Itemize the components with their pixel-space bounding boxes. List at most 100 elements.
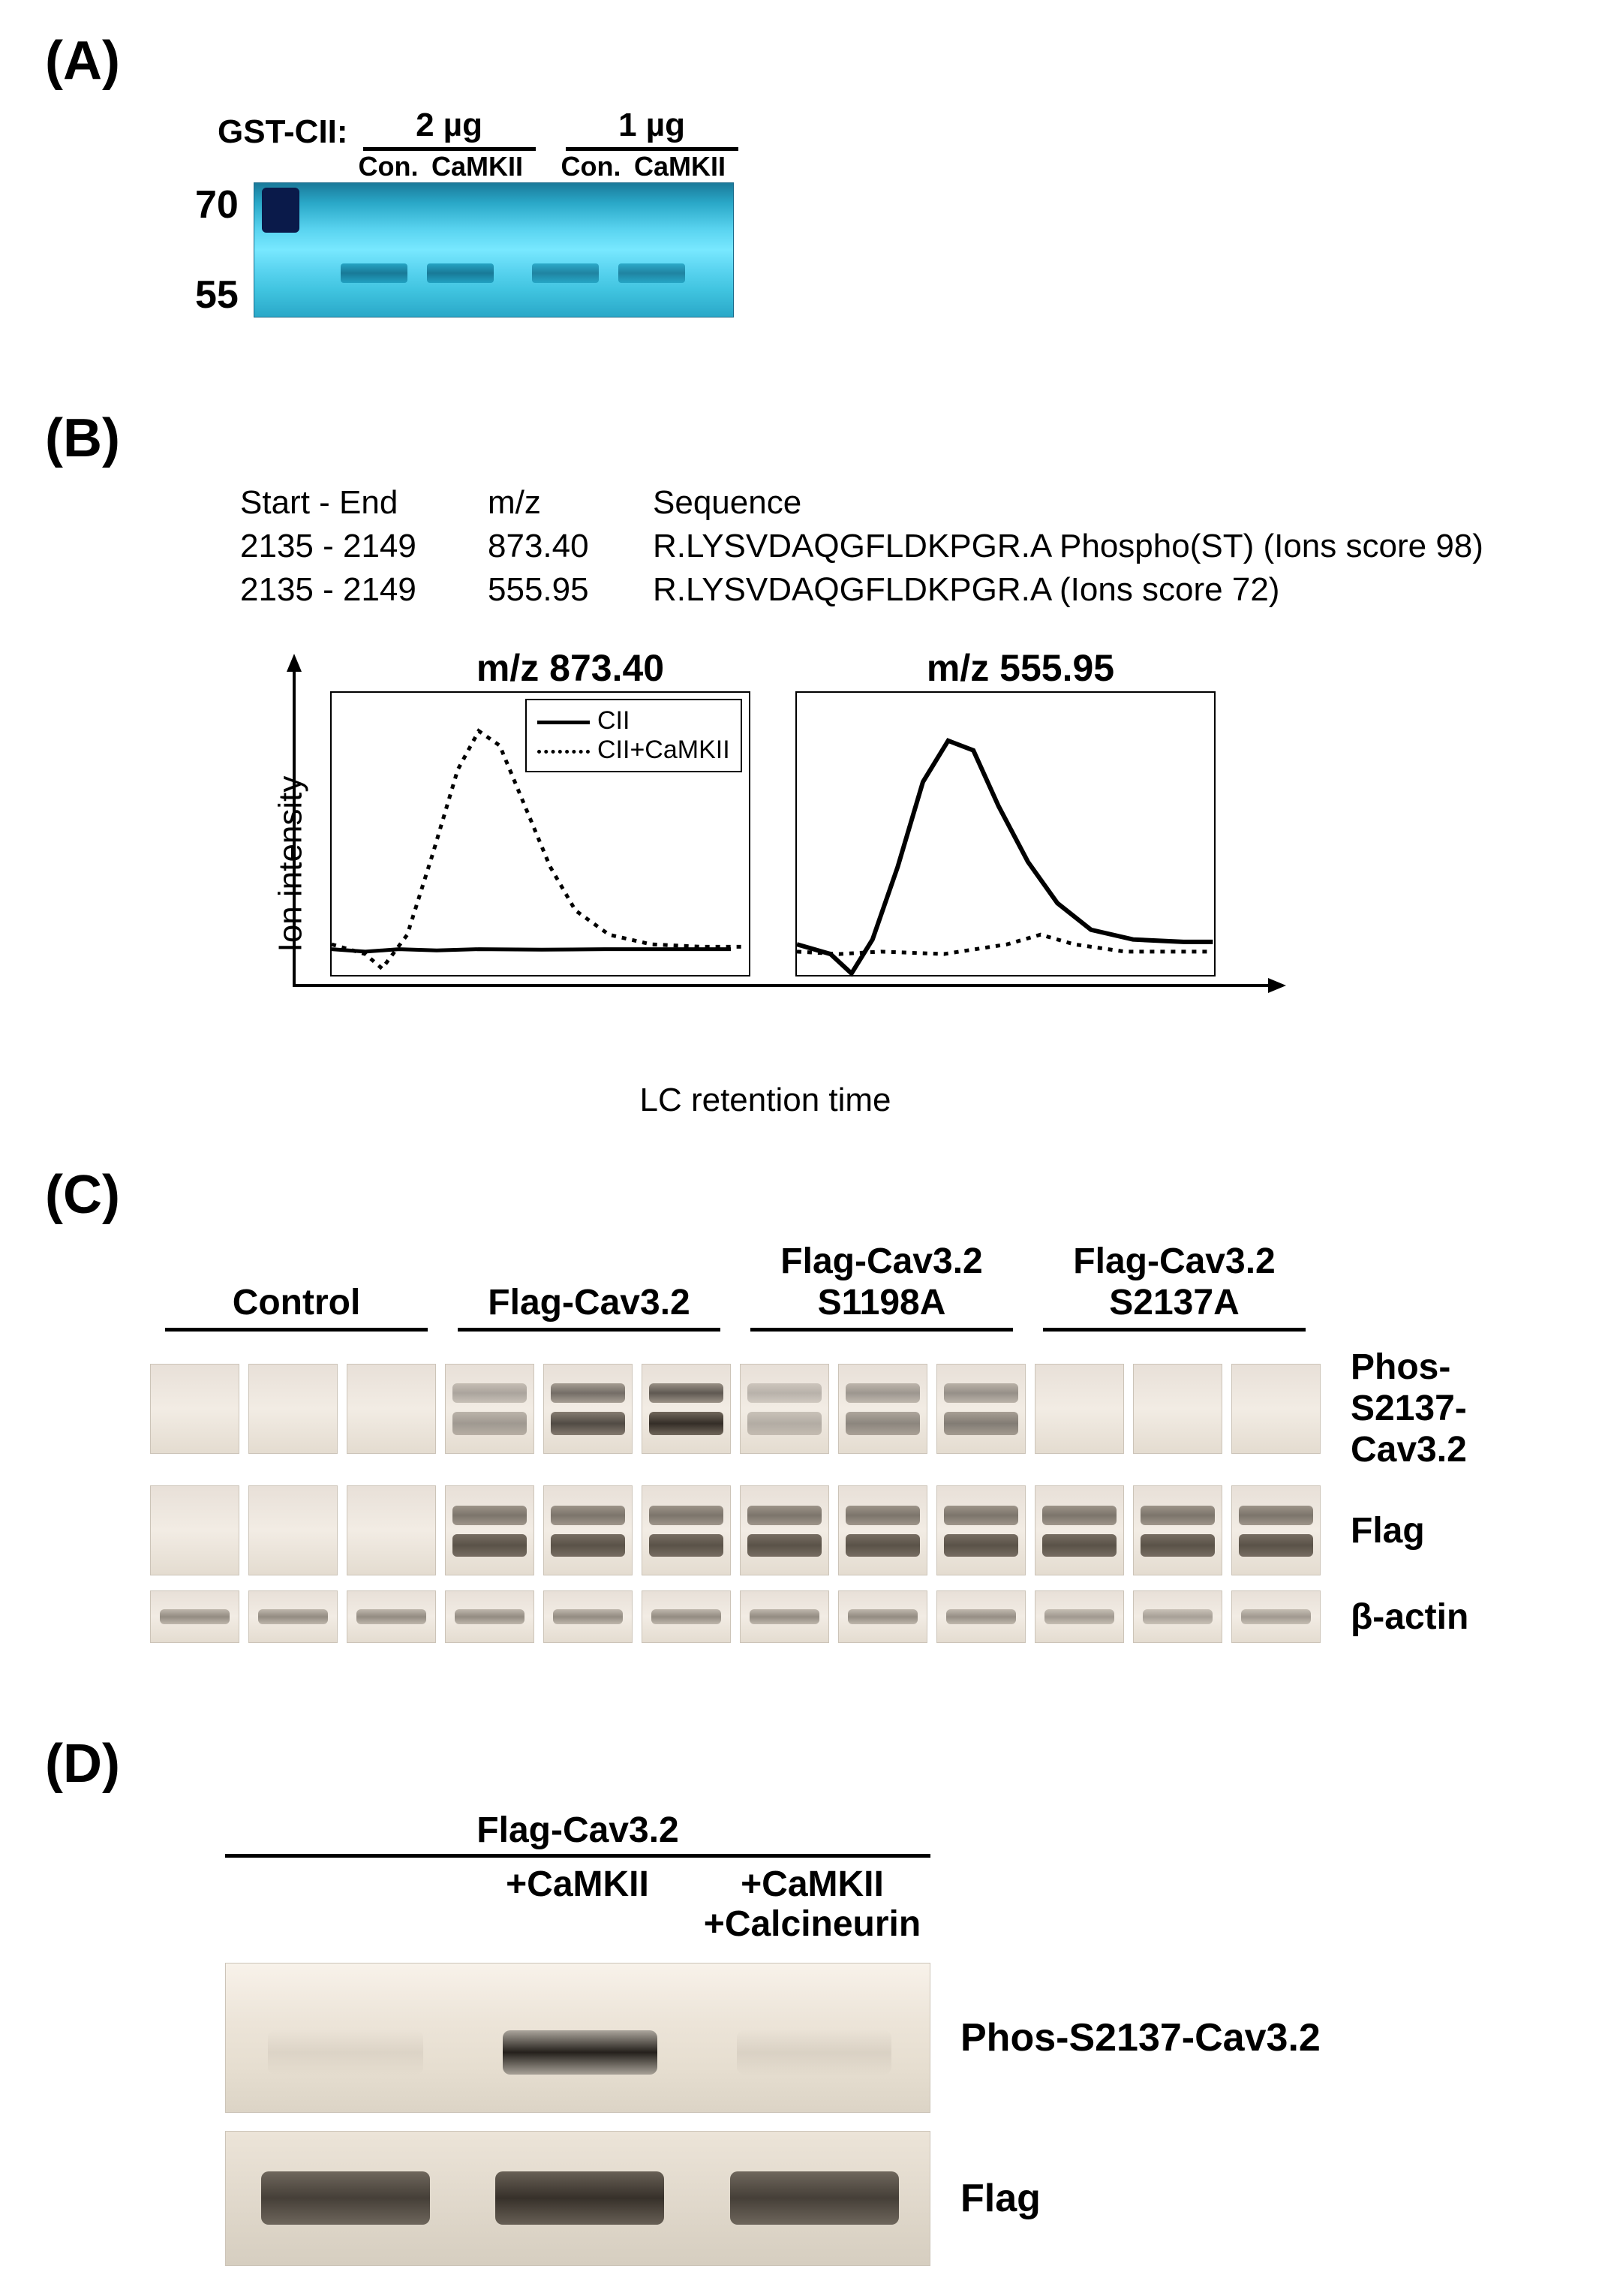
lane-label: CaMKII: [634, 151, 720, 182]
mw-70: 70: [195, 182, 239, 227]
dose-label-1: 2 µg: [416, 107, 482, 144]
gel-band: [427, 263, 494, 283]
blot-lane: [248, 1590, 338, 1643]
gel-band: [618, 263, 685, 283]
blot-lane: [1231, 1485, 1321, 1575]
gel-a-image: [254, 182, 734, 317]
blot-actin-row: β-actin: [45, 1590, 1560, 1643]
blot-lane: [1035, 1485, 1124, 1575]
blot-lane: [347, 1485, 436, 1575]
blot-d-flag: [225, 2131, 930, 2266]
group-label: Control: [150, 1241, 443, 1332]
panel-d-label: (D): [45, 1733, 1560, 1795]
blot-lane: [838, 1364, 927, 1454]
panel-d-title: Flag-Cav3.2: [225, 1810, 930, 1851]
legend-dashed-icon: [537, 750, 590, 754]
row-label: Flag: [960, 2176, 1041, 2221]
blot-lane: [248, 1364, 338, 1454]
blot-lane: [838, 1590, 927, 1643]
legend-label: CII+CaMKII: [597, 736, 730, 764]
gel-a-lane-labels: Con. CaMKII Con. CaMKII: [345, 151, 1560, 182]
blot-lane: [1133, 1590, 1222, 1643]
cell-mz: 555.95: [488, 571, 653, 609]
legend-item: CII: [537, 706, 730, 736]
gel-a-dose-row: GST-CII: 2 µg 1 µg: [218, 107, 1560, 151]
cond-label: [225, 1865, 460, 1945]
mw-55: 55: [195, 272, 239, 317]
x-axis-line: [293, 984, 1268, 987]
arrowhead-right-icon: [1268, 978, 1286, 993]
blot-lane: [642, 1364, 731, 1454]
blot-lane: [1035, 1364, 1124, 1454]
group-label: Flag-Cav3.2 S2137A: [1028, 1241, 1321, 1332]
panel-b-label: (B): [45, 408, 1560, 469]
blot-lane: [740, 1590, 829, 1643]
gel-band: [341, 263, 407, 283]
cell-seq: R.LYSVDAQGFLDKPGR.A Phospho(ST) (Ions sc…: [653, 528, 1553, 565]
blot-lane: [347, 1364, 436, 1454]
row-label-flag: Flag: [1351, 1510, 1425, 1551]
panel-c-label: (C): [45, 1164, 1560, 1226]
blot-lane: [936, 1364, 1026, 1454]
hdr-mz: m/z: [488, 484, 653, 522]
blot-d-phos: [225, 1963, 930, 2113]
series-CII: [797, 741, 1213, 973]
hdr-seq: Sequence: [653, 484, 1553, 522]
chart-title-left: m/z 873.40: [375, 646, 765, 690]
peptide-table: Start - End m/z Sequence 2135 - 2149 873…: [240, 484, 1560, 609]
group-text: Flag-Cav3.2 S1198A: [743, 1241, 1020, 1323]
series-CII: [332, 949, 731, 952]
blot-lane: [248, 1485, 338, 1575]
dose-group-1: 2 µg: [363, 107, 536, 151]
band: [495, 2171, 664, 2225]
bar-icon: [165, 1328, 428, 1332]
panel-b: (B) Start - End m/z Sequence 2135 - 2149…: [45, 408, 1560, 1074]
gel-band: [532, 263, 599, 283]
blot-flag-row: Flag: [45, 1485, 1560, 1575]
legend-label: CII: [597, 706, 630, 735]
chart-title-right: m/z 555.95: [825, 646, 1216, 690]
panel-d-conditions: +CaMKII +CaMKII +Calcineurin: [225, 1865, 1560, 1945]
blot-lane: [936, 1590, 1026, 1643]
blot-phos: [150, 1364, 1321, 1454]
legend-solid-icon: [537, 721, 590, 724]
series-CII+CaMKII: [797, 934, 1213, 954]
blot-lane: [1133, 1364, 1222, 1454]
blot-lane: [347, 1590, 436, 1643]
chart-svg: [797, 693, 1217, 978]
row-label: Phos-S2137-Cav3.2: [960, 2015, 1321, 2060]
group-label: Flag-Cav3.2 S1198A: [735, 1241, 1028, 1332]
blot-lane: [150, 1590, 239, 1643]
blot-lane: [838, 1485, 927, 1575]
gst-label: GST-CII:: [218, 113, 348, 151]
blot-lane: [642, 1590, 731, 1643]
blot-lane: [445, 1590, 534, 1643]
panel-c-group-labels: Control Flag-Cav3.2 Flag-Cav3.2 S1198A F…: [150, 1241, 1560, 1332]
dose-label-2: 1 µg: [618, 107, 685, 144]
band: [737, 2030, 891, 2075]
band: [730, 2171, 899, 2225]
mw-markers: 70 55: [195, 182, 239, 317]
gel-a-row: 70 55: [195, 182, 1560, 317]
cell-startend: 2135 - 2149: [240, 528, 488, 565]
cond-label: +CaMKII +Calcineurin: [695, 1865, 930, 1945]
legend-item: CII+CaMKII: [537, 736, 730, 765]
blot-lane: [1231, 1364, 1321, 1454]
row-label-actin: β-actin: [1351, 1596, 1468, 1638]
blot-lane: [543, 1485, 633, 1575]
bar-icon: [458, 1328, 720, 1332]
blot-lane: [150, 1364, 239, 1454]
table-row: 2135 - 2149 873.40 R.LYSVDAQGFLDKPGR.A P…: [240, 528, 1560, 565]
bar-icon: [225, 1854, 930, 1858]
blot-lane: [445, 1364, 534, 1454]
cond-label: +CaMKII: [460, 1865, 695, 1945]
panel-d: (D) Flag-Cav3.2 +CaMKII +CaMKII +Calcine…: [45, 1733, 1560, 2266]
blot-lane: [1133, 1485, 1222, 1575]
lane-label: Con.: [345, 151, 431, 182]
band: [261, 2171, 430, 2225]
band: [268, 2030, 422, 2075]
table-row: 2135 - 2149 555.95 R.LYSVDAQGFLDKPGR.A (…: [240, 571, 1560, 609]
blot-lane: [740, 1485, 829, 1575]
chart-legend: CII CII+CaMKII: [525, 699, 742, 772]
cell-seq: R.LYSVDAQGFLDKPGR.A (Ions score 72): [653, 571, 1553, 609]
